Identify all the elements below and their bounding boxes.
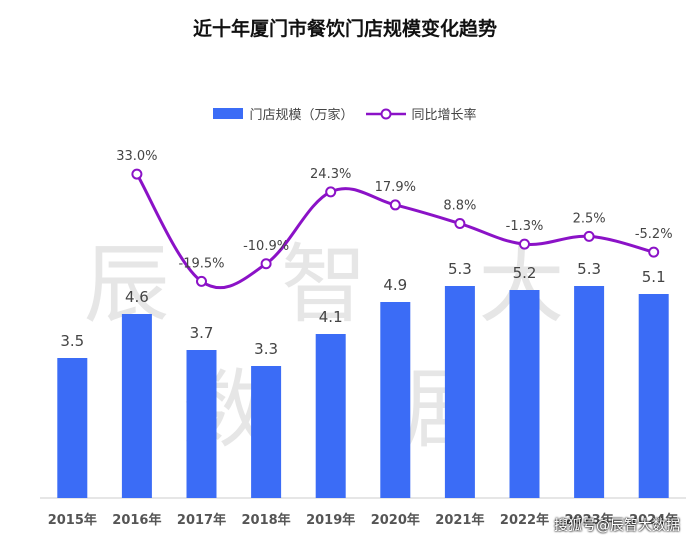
bar-label: 4.9 [383,276,407,294]
x-tick-label: 2024年 [629,512,678,528]
growth-rate-label: -19.5% [179,256,225,271]
bar-2020年 [380,302,411,498]
legend-swatch-line [365,108,406,119]
x-tick-label: 2017年 [177,512,226,528]
bar-label: 5.2 [513,264,537,282]
growth-rate-point [131,168,143,180]
chart-title: 近十年厦门市餐饮门店规模变化趋势 [192,18,497,40]
x-tick-label: 2019年 [306,512,355,528]
bar-label: 5.3 [577,260,601,278]
growth-rate-label: 2.5% [573,211,606,226]
legend-item-bar: 门店规模（万家） [213,104,354,123]
growth-rate-point [389,199,401,211]
bar-2024年 [638,294,669,498]
bar-2023年 [574,286,605,498]
bar-2018年 [251,366,282,498]
growth-rate-label: 17.9% [375,180,416,195]
growth-rate-label: 8.8% [443,199,476,214]
legend-swatch-bar [213,108,244,119]
legend: 门店规模（万家） 同比增长率 [0,104,690,123]
growth-rate-point [583,230,595,242]
bar-label: 3.3 [254,340,278,358]
x-tick-label: 2015年 [48,512,97,528]
bar-2022年 [509,290,540,498]
growth-rate-label: 24.3% [310,167,351,182]
bar-2019年 [315,334,346,498]
x-tick-label: 2018年 [242,512,291,528]
bar-label: 5.1 [642,268,666,286]
growth-rate-label: -1.3% [506,219,544,234]
bar-label: 5.3 [448,260,472,278]
growth-rate-label: -5.2% [635,227,673,242]
bar-2015年 [57,358,88,498]
x-tick-label: 2020年 [371,512,420,528]
legend-item-line: 同比增长率 [365,104,477,123]
growth-rate-point [196,275,207,287]
legend-label-line: 同比增长率 [411,108,477,123]
x-tick-label: 2016年 [112,512,161,528]
bar-2016年 [121,314,152,498]
growth-rate-point [325,186,337,198]
bar-2021年 [444,286,475,498]
bar-label: 4.6 [125,288,149,306]
x-tick-label: 2022年 [500,512,549,528]
bar-label: 4.1 [319,308,343,326]
bar-label: 3.5 [60,332,84,350]
growth-rate-point [454,218,466,230]
growth-rate-label: -10.9% [243,239,289,254]
x-tick-label: 2021年 [435,512,484,528]
bar-label: 3.7 [190,324,214,342]
x-tick-label: 2023年 [565,512,614,528]
bar-2017年 [186,350,217,498]
growth-rate-point [648,246,660,258]
corner-watermark: 搜狐号@辰智大数据 [554,518,680,534]
growth-rate-point [519,238,530,250]
growth-rate-label: 33.0% [116,149,157,164]
legend-label-bar: 门店规模（万家） [249,108,354,123]
growth-rate-point [260,258,272,270]
